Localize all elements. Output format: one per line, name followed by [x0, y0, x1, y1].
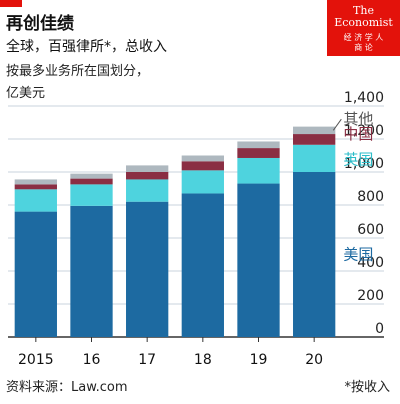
- bar-segment-other: [126, 165, 169, 172]
- bar-segment-uk: [126, 179, 169, 202]
- bar-segment-uk: [293, 144, 336, 172]
- leader-line-other: [332, 118, 342, 131]
- y-tick-label: 200: [357, 288, 384, 304]
- y-tick-label: 400: [357, 255, 384, 271]
- chart-title: 再创佳绩: [6, 14, 74, 34]
- x-tick-label: 17: [138, 352, 156, 368]
- logo-line3: 经 济 学 人: [343, 33, 384, 42]
- bar-segment-us: [293, 172, 336, 337]
- y-tick-label: 0: [375, 321, 384, 337]
- bar-segment-us: [181, 193, 224, 337]
- series-label-other: 其他: [343, 110, 373, 128]
- brand-bar: [0, 0, 22, 7]
- bar-segment-uk: [70, 184, 113, 206]
- bar-segment-other: [181, 155, 224, 162]
- y-tick-label: 1,200: [344, 123, 384, 139]
- source-note: 资料来源：Law.com: [6, 380, 128, 395]
- y-tick-label: 800: [357, 189, 384, 205]
- footnote: *按收入: [344, 380, 390, 395]
- x-tick-label: 18: [194, 352, 212, 368]
- x-tick-label: 16: [83, 352, 101, 368]
- series-label-china: 中国: [343, 125, 373, 143]
- bar-segment-uk: [14, 189, 57, 212]
- chart-note-line1: 按最多业务所在国划分，: [6, 64, 150, 79]
- bar-segment-other: [293, 126, 336, 135]
- x-tick-label: 19: [250, 352, 268, 368]
- bar-segment-other: [237, 141, 280, 149]
- series-label-us: 美国: [343, 246, 373, 264]
- bar-segment-china: [70, 178, 113, 185]
- chart-unit: 亿美元: [6, 86, 46, 101]
- bar-segment-china: [181, 161, 224, 171]
- chart-subtitle: 全球，百强律所*，总收入: [6, 39, 167, 55]
- bar-segment-other: [14, 179, 57, 185]
- x-tick-label: 2015: [18, 352, 54, 368]
- logo-line2: Economist: [334, 16, 393, 29]
- bar-segment-china: [14, 184, 57, 190]
- y-tick-label: 1,400: [344, 90, 384, 106]
- bar-segment-us: [14, 211, 57, 337]
- y-tick-label: 600: [357, 222, 384, 238]
- series-label-uk: 英国: [343, 150, 373, 168]
- logo-line4: 商 论: [354, 43, 373, 52]
- bar-segment-china: [237, 148, 280, 158]
- bar-segment-us: [70, 205, 113, 337]
- bar-segment-us: [237, 183, 280, 337]
- economist-logo: The Economist 经 济 学 人 商 论: [327, 0, 400, 56]
- bar-segment-china: [126, 172, 169, 180]
- bar-segment-uk: [181, 170, 224, 194]
- logo-line1: The: [353, 4, 374, 17]
- bar-segment-us: [126, 201, 169, 337]
- bar-segment-china: [293, 134, 336, 145]
- bar-segment-other: [70, 173, 113, 179]
- bar-segment-uk: [237, 157, 280, 184]
- y-tick-label: 1,000: [344, 156, 384, 172]
- x-tick-label: 20: [305, 352, 323, 368]
